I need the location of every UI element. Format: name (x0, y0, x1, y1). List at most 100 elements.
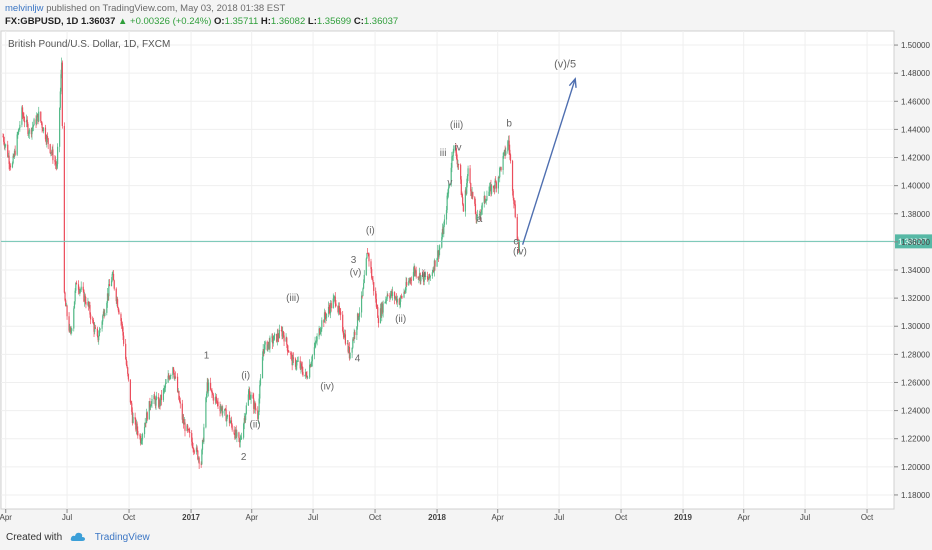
candle-body (325, 313, 328, 319)
candle-body (332, 298, 334, 309)
wave-label: (ii) (250, 419, 261, 430)
candle-body (183, 422, 185, 425)
candle-body (460, 164, 462, 180)
candle-body (117, 307, 119, 311)
candle-body (220, 407, 222, 409)
candle-body (7, 144, 9, 157)
candle-body (130, 402, 132, 404)
candle-body (187, 425, 189, 430)
candle-body (263, 344, 266, 353)
candle-body (493, 188, 495, 190)
x-tick-label: Apr (0, 513, 12, 522)
candle-body (352, 339, 355, 341)
candle-body (358, 316, 360, 320)
candle-body (498, 177, 500, 179)
candle-body (247, 394, 249, 406)
candle-body (391, 291, 393, 296)
candle-body (356, 326, 358, 336)
candle-body (98, 336, 100, 341)
candle-body (441, 237, 443, 248)
candle-body (292, 357, 295, 359)
candle-body (495, 180, 497, 183)
candle-body (238, 432, 240, 439)
candle-body (450, 167, 452, 185)
candle-body (296, 361, 298, 366)
candle-body (165, 382, 167, 384)
candle-body (504, 149, 506, 155)
candle-body (296, 360, 299, 362)
candle-body (40, 121, 43, 124)
y-tick-label: 1.44000 (901, 125, 930, 134)
candle-body (154, 395, 156, 400)
candle-body (191, 433, 193, 442)
candle-body (238, 438, 241, 443)
candle-body (448, 184, 450, 188)
candle-body (455, 145, 457, 153)
candle-body (234, 434, 236, 439)
candle-body (342, 331, 344, 335)
candle-body (453, 145, 455, 152)
candle-body (338, 306, 340, 312)
candle-body (131, 411, 134, 424)
candle-body (283, 335, 285, 342)
candle-body (169, 376, 171, 380)
candle-body (225, 409, 227, 422)
candle-body (61, 62, 63, 75)
x-tick-label: Apr (245, 513, 258, 522)
change-value: +0.00326 (+0.24%) (130, 16, 212, 27)
candle-body (94, 327, 96, 329)
candle-body (494, 180, 496, 189)
candle-body (90, 314, 92, 320)
candle-body (479, 214, 481, 216)
candle-body (418, 277, 420, 279)
candle-body (257, 411, 260, 419)
candle-body (429, 274, 431, 278)
wave-label: (ii) (395, 314, 406, 325)
candle-body (168, 377, 171, 380)
candle-body (51, 149, 53, 153)
low-value: 1.35699 (316, 16, 352, 27)
candle-body (127, 373, 129, 380)
candle-body (183, 419, 185, 425)
candle-body (121, 323, 123, 328)
x-tick-label: Jul (554, 513, 564, 522)
candle-body (211, 389, 213, 394)
candle-body (306, 375, 308, 379)
candle-body (310, 363, 312, 367)
candle-body (300, 363, 302, 369)
candle-body (424, 272, 426, 277)
candle-body (85, 302, 87, 305)
candle-body (467, 168, 469, 177)
wave-label: (iv) (513, 247, 527, 258)
tradingview-link[interactable]: TradingView (94, 532, 150, 543)
candle-body (264, 341, 266, 345)
candle-body (348, 346, 351, 359)
candle-body (28, 129, 30, 134)
candle-body (386, 295, 388, 299)
candle-body (458, 164, 460, 165)
candle-body (42, 128, 44, 132)
candle-body (7, 155, 10, 157)
price-chart[interactable]: 1.36037(v)/5b(iii)iiiivvac(iv)(i)ii(ii)3… (0, 30, 932, 530)
candle-body (433, 260, 435, 272)
candle-body (125, 359, 127, 365)
candle-body (471, 191, 473, 196)
candle-body (309, 364, 311, 378)
candle-body (212, 393, 214, 395)
candle-body (143, 426, 146, 435)
author-link[interactable]: melvinljw (5, 3, 44, 14)
candle-body (75, 282, 77, 291)
x-tick-label: Jul (800, 513, 810, 522)
candle-body (404, 291, 406, 293)
candle-body (443, 219, 446, 225)
candle-body (102, 315, 104, 322)
candle-body (107, 293, 109, 297)
candle-body (508, 140, 510, 150)
candle-body (406, 282, 408, 286)
candle-body (84, 295, 86, 303)
candle-body (342, 314, 344, 332)
candle-body (144, 422, 146, 427)
candle-body (59, 91, 61, 108)
wave-label: (v) (350, 268, 362, 279)
candle-body (290, 354, 293, 356)
